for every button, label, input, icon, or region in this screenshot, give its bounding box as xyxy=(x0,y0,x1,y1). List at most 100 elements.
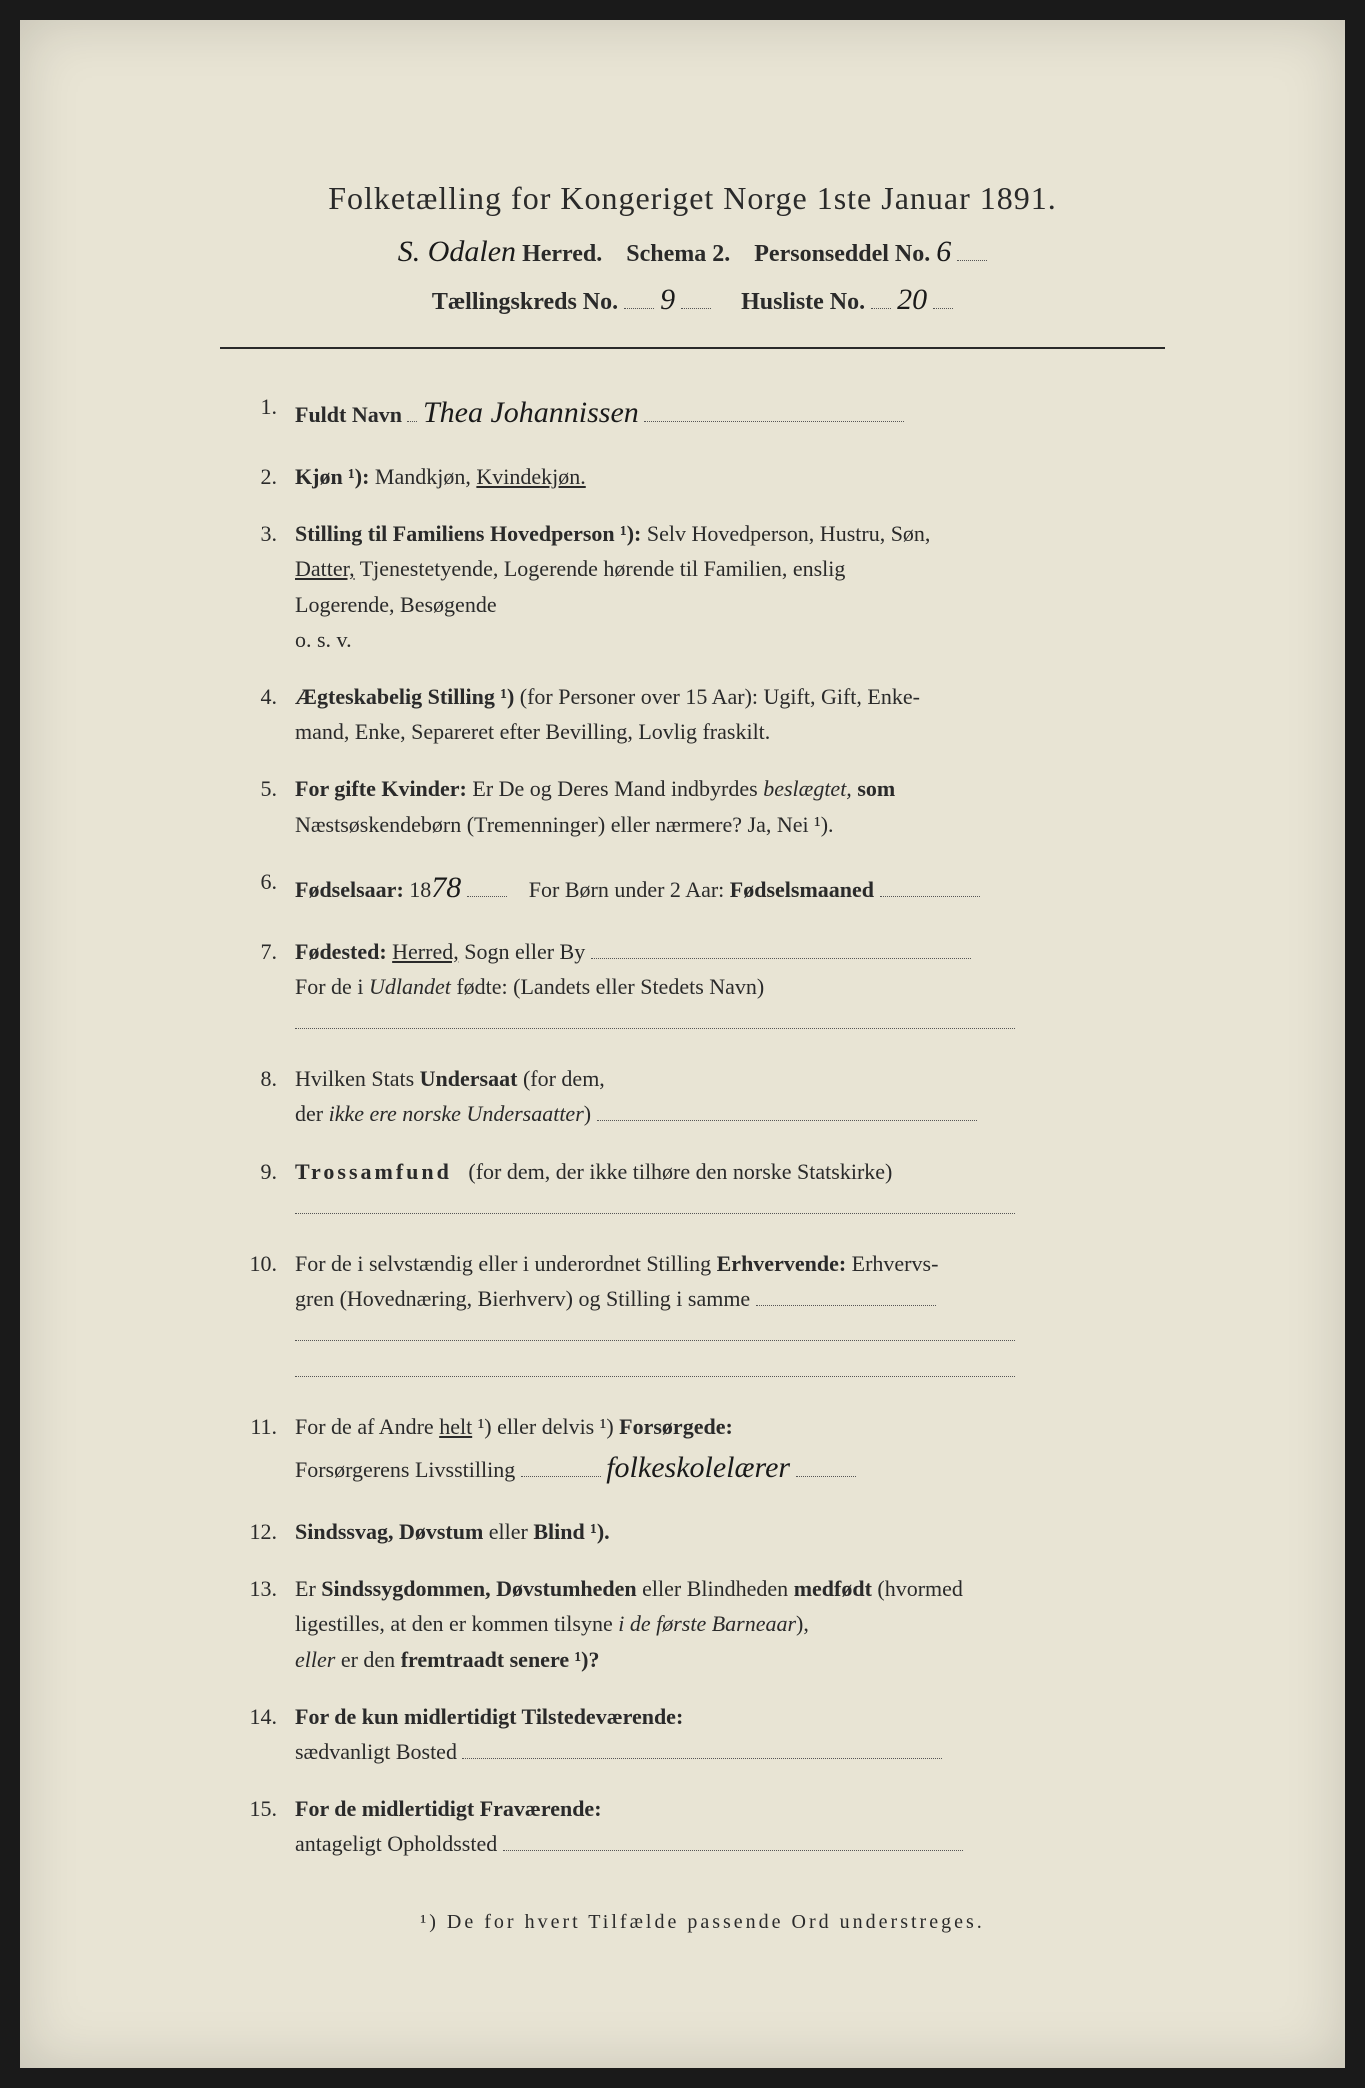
label: For de kun midlertidigt Tilstedeværende: xyxy=(295,1704,683,1729)
label: For de midlertidigt Fraværende: xyxy=(295,1796,602,1821)
text: der xyxy=(295,1101,323,1126)
item-4: 4. Ægteskabelig Stilling ¹) (for Persone… xyxy=(240,679,1165,749)
option-text: Tjenestetyende, Logerende hørende til Fa… xyxy=(360,556,846,581)
label: Forsørgede: xyxy=(619,1414,733,1439)
option-text: Selv Hovedperson, Hustru, Søn, xyxy=(647,521,931,546)
schema-label: Schema 2. xyxy=(626,241,730,267)
text: Er xyxy=(295,1576,316,1601)
kreds-no: 9 xyxy=(660,283,675,316)
item-content: For de i selvstændig eller i underordnet… xyxy=(295,1246,1165,1387)
option-text: (for Personer over 15 Aar): Ugift, Gift,… xyxy=(520,684,920,709)
fill-dots xyxy=(681,308,711,309)
herred-line: S. Odalen Herred. Schema 2. Personseddel… xyxy=(220,235,1165,269)
text: For de i xyxy=(295,974,363,999)
text: gren (Hovednæring, Bierhverv) og Stillin… xyxy=(295,1286,750,1311)
text: ), xyxy=(796,1611,809,1636)
label: For Børn under 2 Aar: xyxy=(529,877,725,902)
item-7: 7. Fødested: Herred, Sogn eller By For d… xyxy=(240,934,1165,1040)
label: Fødselsmaaned xyxy=(730,877,874,902)
fill-dots xyxy=(503,1850,963,1851)
label: Blind ¹). xyxy=(533,1519,609,1544)
item-num: 9. xyxy=(240,1154,295,1224)
item-num: 15. xyxy=(240,1791,295,1861)
label: Sindssvag, Døvstum xyxy=(295,1519,483,1544)
item-10: 10. For de i selvstændig eller i underor… xyxy=(240,1246,1165,1387)
item-content: Ægteskabelig Stilling ¹) (for Personer o… xyxy=(295,679,1165,749)
footnote: ¹) De for hvert Tilfælde passende Ord un… xyxy=(240,1911,1165,1934)
item-15: 15. For de midlertidigt Fraværende: anta… xyxy=(240,1791,1165,1861)
text: sædvanligt Bosted xyxy=(295,1739,457,1764)
fill-dots xyxy=(880,896,980,897)
text: antageligt Opholdssted xyxy=(295,1831,497,1856)
item-num: 2. xyxy=(240,459,295,494)
fill-dots xyxy=(591,958,971,959)
label: fremtraadt senere ¹)? xyxy=(401,1647,600,1672)
text: ) xyxy=(584,1101,591,1126)
selected-option: Herred, xyxy=(392,939,459,964)
label: Sindssygdommen, Døvstumheden xyxy=(321,1576,636,1601)
item-content: For de af Andre helt ¹) eller delvis ¹) … xyxy=(295,1409,1165,1492)
husliste-label: Husliste No. xyxy=(741,289,865,315)
italic-text: beslægtet, xyxy=(763,776,852,801)
item-content: Kjøn ¹): Mandkjøn, Kvindekjøn. xyxy=(295,459,1165,494)
item-num: 7. xyxy=(240,934,295,1040)
label: Undersaat xyxy=(420,1066,518,1091)
text: (for dem, der ikke tilhøre den norske St… xyxy=(468,1159,892,1184)
form-title: Folketælling for Kongeriget Norge 1ste J… xyxy=(220,180,1165,217)
herred-handwritten: S. Odalen xyxy=(398,235,516,268)
item-content: Stilling til Familiens Hovedperson ¹): S… xyxy=(295,516,1165,657)
fill-dots xyxy=(796,1476,856,1477)
text: For de i selvstændig eller i underordnet… xyxy=(295,1251,711,1276)
label: Fødselsaar: xyxy=(295,877,404,902)
item-content: Fuldt Navn Thea Johannissen xyxy=(295,389,1165,437)
item-num: 13. xyxy=(240,1571,295,1677)
item-content: Fødselsaar: 1878 For Børn under 2 Aar: F… xyxy=(295,864,1165,912)
item-11: 11. For de af Andre helt ¹) eller delvis… xyxy=(240,1409,1165,1492)
item-9: 9. Trossamfund (for dem, der ikke tilhør… xyxy=(240,1154,1165,1224)
fill-dots xyxy=(521,1476,601,1477)
label: For gifte Kvinder: xyxy=(295,776,467,801)
option-text: Sogn eller By xyxy=(464,939,585,964)
italic-text: Udlandet xyxy=(369,974,451,999)
text: For de af Andre xyxy=(295,1414,434,1439)
item-content: For de kun midlertidigt Tilstedeværende:… xyxy=(295,1699,1165,1769)
fill-dots xyxy=(597,1120,977,1121)
fill-dots xyxy=(295,1028,1015,1029)
label: Fuldt Navn xyxy=(295,402,402,427)
text: ¹) xyxy=(478,1414,492,1439)
item-content: Er Sindssygdommen, Døvstumheden eller Bl… xyxy=(295,1571,1165,1677)
label: Ægteskabelig Stilling ¹) xyxy=(295,684,514,709)
item-num: 10. xyxy=(240,1246,295,1387)
text: eller xyxy=(489,1519,528,1544)
fill-dots xyxy=(295,1376,1015,1377)
year-prefix: 18 xyxy=(409,877,431,902)
item-content: For gifte Kvinder: Er De og Deres Mand i… xyxy=(295,771,1165,841)
text: (for dem, xyxy=(523,1066,605,1091)
text: fødte: (Landets eller Stedets Navn) xyxy=(456,974,764,999)
kreds-line: Tællingskreds No. 9 Husliste No. 20 xyxy=(220,283,1165,317)
selected-option: Datter, xyxy=(295,556,355,581)
item-14: 14. For de kun midlertidigt Tilstedevære… xyxy=(240,1699,1165,1769)
option-text: Logerende, Besøgende xyxy=(295,592,497,617)
label: Kjøn ¹): xyxy=(295,464,369,489)
item-13: 13. Er Sindssygdommen, Døvstumheden elle… xyxy=(240,1571,1165,1677)
option-text: Mandkjøn, xyxy=(375,464,471,489)
label: medfødt xyxy=(794,1576,872,1601)
label: Fødested: xyxy=(295,939,387,964)
item-num: 8. xyxy=(240,1061,295,1131)
fill-dots xyxy=(295,1213,1015,1214)
item-8: 8. Hvilken Stats Undersaat (for dem, der… xyxy=(240,1061,1165,1131)
text: Hvilken Stats xyxy=(295,1066,414,1091)
italic-text: ikke ere norske Undersaatter xyxy=(329,1101,584,1126)
husliste-no: 20 xyxy=(897,283,927,316)
fill-dots xyxy=(624,308,654,309)
italic-text: eller xyxy=(295,1647,335,1672)
text: eller Blindheden xyxy=(642,1576,788,1601)
item-num: 14. xyxy=(240,1699,295,1769)
fill-dots xyxy=(756,1305,936,1306)
underlined-text: helt xyxy=(439,1414,472,1439)
text: eller delvis ¹) xyxy=(497,1414,614,1439)
text: Næstsøskendebørn (Tremenninger) eller næ… xyxy=(295,812,834,837)
label: Stilling til Familiens Hovedperson ¹): xyxy=(295,521,641,546)
text: Er De og Deres Mand indbyrdes xyxy=(472,776,757,801)
